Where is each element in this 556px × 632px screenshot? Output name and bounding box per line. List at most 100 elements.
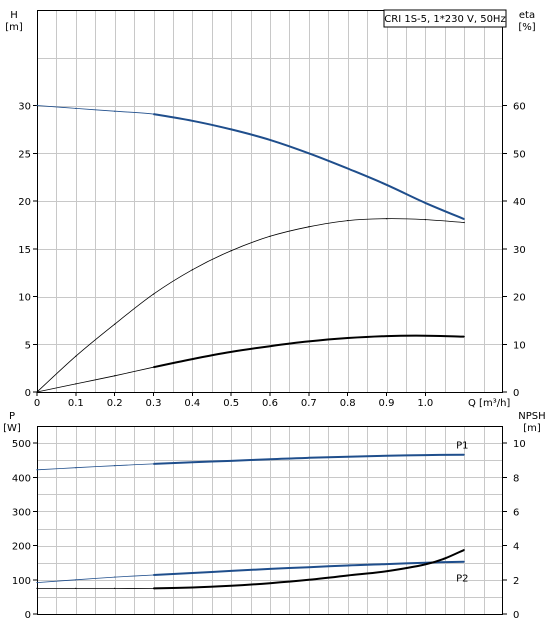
bottom-p2-point	[385, 563, 388, 565]
p-left-tick-label: 100	[12, 576, 31, 587]
top-eta-point	[385, 218, 388, 220]
bottom-p1-point	[36, 469, 38, 471]
top-eta-point	[308, 226, 310, 228]
top-h-point	[75, 107, 77, 109]
top-eta-point	[191, 269, 193, 271]
y-left-axis-label: H	[10, 10, 18, 21]
y-left-tick-label: 10	[18, 293, 31, 304]
p-left-tick-label: 500	[12, 439, 31, 450]
x-tick-label: 1.0	[417, 398, 433, 409]
p-left-tick-label: 400	[12, 473, 31, 484]
y-right-tick-label: 30	[513, 245, 526, 256]
bottom-npsh-req-point	[444, 557, 446, 560]
y-left-tick-label: 5	[25, 340, 31, 351]
x-tick-label: 0.8	[340, 398, 356, 409]
x-axis-label: Q [m³/h]	[468, 398, 510, 409]
y-right-tick-label: 40	[513, 197, 526, 208]
npsh-right-tick-label: 2	[513, 576, 519, 587]
bottom-npsh-req-point	[191, 586, 193, 589]
bottom-npsh-req-point	[463, 549, 465, 551]
p-axis-unit: [W]	[3, 423, 21, 434]
top-h-point	[191, 120, 193, 122]
bottom-p1-point	[385, 455, 388, 457]
p-left-tick-label: 0	[25, 610, 31, 621]
bottom-p2-point	[347, 564, 349, 567]
bottom-npsh-req-point	[385, 570, 388, 572]
bottom-npsh-req-point	[75, 587, 77, 589]
bottom-npsh-req-point	[308, 579, 310, 581]
top-npsh-point	[114, 375, 116, 377]
top-h-point	[36, 104, 38, 107]
bottom-p2-point	[463, 561, 465, 563]
top-npsh-point	[269, 345, 271, 347]
x-tick-label: 0.4	[184, 398, 200, 409]
x-tick-label: 0.3	[146, 398, 162, 409]
bottom-p2-point	[114, 576, 116, 578]
y-right-tick-label: 10	[513, 340, 526, 351]
top-h-point	[385, 184, 388, 186]
top-npsh-point	[385, 335, 388, 337]
bottom-p1-point	[152, 463, 155, 465]
y-right-tick-label: 20	[513, 293, 526, 304]
top-npsh-point	[191, 358, 193, 360]
bottom-p2-point	[424, 562, 426, 564]
bottom-p1-point	[114, 465, 116, 467]
top-npsh-point	[152, 366, 155, 368]
top-eta-point	[75, 355, 77, 357]
bottom-npsh-req-point	[424, 563, 426, 566]
x-tick-label: 0.5	[223, 398, 239, 409]
bottom-p1-point	[269, 458, 271, 460]
bottom-p1-duty-range	[153, 453, 465, 465]
top-npsh-duty-range	[153, 334, 465, 369]
y-left-axis-unit: [m]	[5, 22, 23, 33]
npsh-axis-label: NPSH	[518, 411, 545, 422]
top-npsh-point	[75, 383, 77, 385]
npsh-right-tick-label: 6	[513, 507, 519, 518]
x-tick-label: 0.7	[301, 398, 317, 409]
bottom-npsh-req-point	[114, 587, 116, 589]
top-eta-point	[152, 293, 155, 295]
bottom-p2-point	[230, 570, 232, 572]
bottom-p1-point	[75, 467, 77, 469]
y-left-tick-label: 15	[18, 245, 31, 256]
bottom-npsh-req-point	[152, 587, 155, 589]
top-eta-point	[347, 219, 349, 222]
npsh-right-tick-label: 10	[513, 439, 526, 450]
y-right-tick-label: 60	[513, 102, 526, 113]
top-npsh-point	[347, 337, 349, 339]
y-left-tick-label: 25	[18, 149, 31, 160]
legend-text: CRI 1S-5, 1*230 V, 50Hz	[384, 14, 505, 25]
npsh-axis-unit: [m]	[523, 423, 541, 434]
bottom-p1-point	[424, 454, 426, 456]
bottom-p1-point	[347, 456, 349, 458]
bottom-p2-point	[152, 574, 155, 576]
bottom-npsh-req-point	[269, 582, 271, 584]
top-h-point	[269, 139, 271, 141]
y-right-axis-label: eta	[519, 10, 535, 21]
bottom-npsh-req-duty-range	[153, 548, 465, 590]
bottom-npsh-req-point	[347, 574, 349, 577]
top-eta-curve	[36, 218, 465, 393]
x-tick-label: 0	[34, 398, 40, 409]
bottom-p1-point	[230, 460, 232, 462]
top-npsh-point	[308, 340, 310, 342]
top-eta-point	[463, 221, 465, 224]
top-eta-point	[424, 219, 426, 221]
series-label-p2: P2	[456, 574, 468, 585]
bottom-p2-point	[191, 572, 193, 574]
bottom-p2-curve	[36, 561, 465, 583]
y-left-tick-label: 0	[25, 388, 31, 399]
y-right-tick-label: 50	[513, 149, 526, 160]
top-npsh-point	[230, 351, 232, 353]
y-left-tick-label: 20	[18, 197, 31, 208]
top-h-point	[347, 167, 349, 170]
top-eta-point	[114, 323, 116, 325]
top-h-point	[114, 110, 116, 112]
y-left-tick-label: 30	[18, 102, 31, 113]
x-tick-label: 0.9	[379, 398, 395, 409]
bottom-p2-point	[75, 579, 77, 581]
bottom-p2-point	[269, 568, 271, 570]
bottom-p1-point	[308, 457, 310, 459]
bottom-p2-point	[308, 566, 310, 568]
